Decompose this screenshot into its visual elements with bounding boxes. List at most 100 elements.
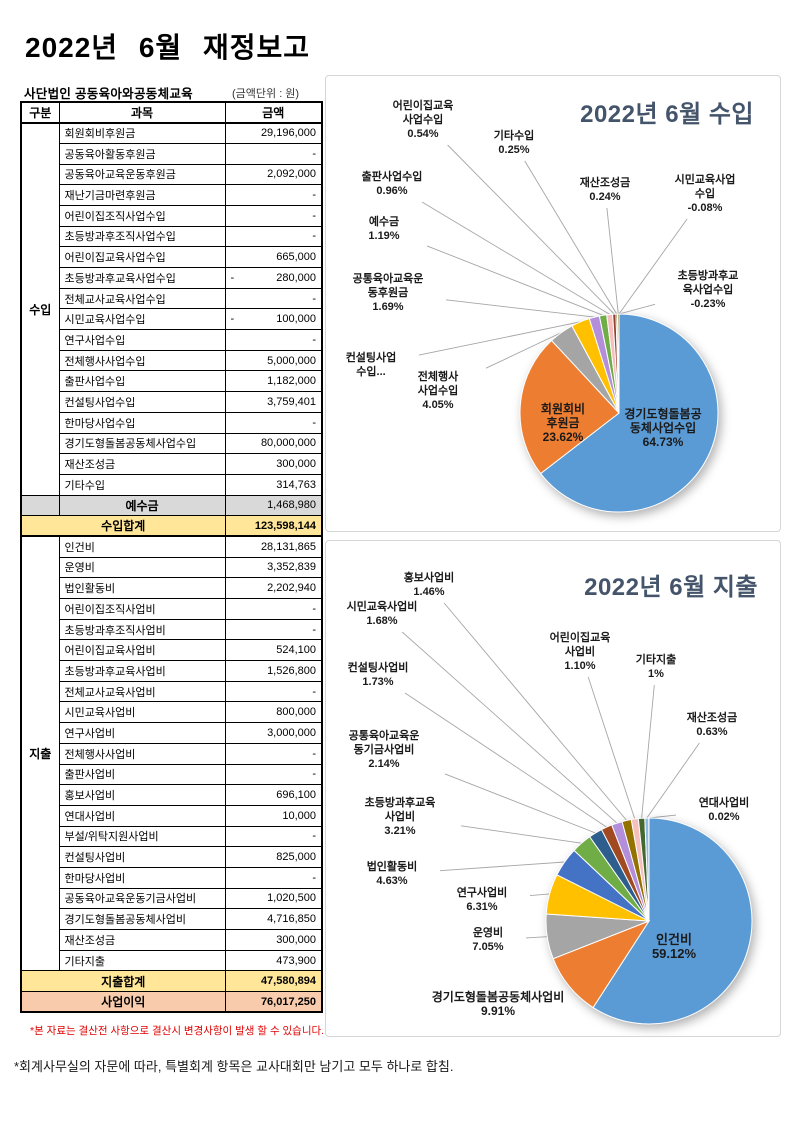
- table-row: 출판사업비 -: [21, 763, 323, 786]
- amount-cell: 1,468,980: [224, 494, 323, 517]
- subject-cell: 컨설팅사업수입: [58, 391, 226, 413]
- amount-cell: 524,100: [224, 639, 323, 662]
- amount-cell: - 280,000: [224, 267, 323, 289]
- table-row: 컨설팅사업수입 3,759,401: [21, 391, 323, 413]
- subject-cell: 재산조성금: [58, 453, 226, 475]
- negative-sign: -: [230, 313, 235, 326]
- subject-cell: 법인활동비: [58, 577, 226, 599]
- col-header-amount: 금액: [224, 101, 323, 124]
- amount-cell: -: [224, 225, 323, 248]
- amount-cell: 696,100: [224, 784, 323, 806]
- amount-cell: - 100,000: [224, 308, 323, 331]
- amount-cell: 1,526,800: [224, 660, 323, 682]
- table-row: 연구사업비 3,000,000: [21, 722, 323, 744]
- table-row: 수입합계 123,598,144: [20, 515, 323, 537]
- pie-label-0-0: 경기도형돌봄공 동체사업수입 64.73%: [624, 407, 702, 449]
- leader-line-1-12: [646, 742, 700, 819]
- amount-cell: -: [224, 742, 323, 765]
- leader-line-0-7: [447, 144, 615, 315]
- pie-label-1-4: 법인활동비 4.63%: [366, 861, 418, 887]
- subject-cell: 부설/위탁지원사업비: [58, 825, 226, 848]
- leader-line-0-5: [426, 245, 604, 316]
- amount-cell: 5,000,000: [224, 349, 323, 372]
- amount-value: 280,000: [276, 271, 316, 284]
- table-row: 전체행사사업비 -: [21, 742, 323, 765]
- col-header-subject: 과목: [58, 101, 226, 124]
- table-row: 공동육아활동후원금 -: [21, 142, 323, 165]
- subject-cell: 홍보사업비: [58, 784, 226, 806]
- row-label-cell: 지출합계: [20, 970, 226, 993]
- subject-cell: 초등방과후조직사업비: [58, 618, 226, 641]
- leader-lines: [401, 602, 700, 987]
- col-header-category: 구분: [20, 101, 60, 124]
- pie-label-0-6: 출판사업수입 0.96%: [361, 171, 423, 197]
- leader-line-0-10: [618, 218, 688, 315]
- amount-cell: -: [224, 329, 323, 351]
- table-row: 초등방과후교육사업수입 - 280,000: [21, 267, 323, 289]
- amount-cell: 80,000,000: [224, 432, 323, 455]
- subject-cell: 기타지출: [58, 949, 226, 972]
- table-row: 지출합계 47,580,894: [20, 970, 323, 993]
- table-row: 예수금 1,468,980: [20, 494, 323, 517]
- table-row: 전체행사사업수입 5,000,000: [21, 349, 323, 372]
- amount-cell: 800,000: [224, 701, 323, 724]
- subject-cell: 시민교육사업비: [58, 701, 226, 724]
- leader-line-1-3: [529, 893, 550, 897]
- amount-cell: -: [224, 142, 323, 165]
- income-chart-title: 2022년 6월 수입: [580, 101, 754, 128]
- finance-table: 구분 과목 금액 수입 회원회비후원금 29,196,000 공동육아활동후원금 - 공동…: [20, 101, 323, 1014]
- income-pie-svg: [418, 144, 719, 513]
- amount-cell: -: [224, 184, 323, 206]
- subject-cell: 출판사업수입: [58, 370, 226, 393]
- subject-cell: 초등방과후교육사업비: [58, 660, 226, 682]
- table-row: 한마당사업수입 -: [21, 411, 323, 434]
- subject-cell: 공동육아교육운동기금사업비: [58, 887, 226, 910]
- amount-cell: 10,000: [224, 804, 323, 827]
- table-row: 부설/위탁지원사업비 -: [21, 825, 323, 848]
- table-row: 시민교육사업수입 - 100,000: [21, 308, 323, 331]
- subject-cell: 공동육아교육운동후원금: [58, 163, 226, 186]
- table-row: 운영비 3,352,839: [21, 556, 323, 579]
- subject-cell: 초등방과후교육사업수입: [58, 267, 226, 289]
- table-row: 기타지출 473,900: [21, 949, 323, 972]
- subject-cell: 연구사업비: [58, 722, 226, 744]
- pie-label-0-11: 초등방과후교 육사업수입 -0.23%: [677, 270, 739, 310]
- subject-cell: 경기도형돌봄공동체사업수입: [58, 432, 226, 455]
- pie-slice-0-9: [617, 313, 620, 414]
- subject-cell: 경기도형돌봄공동체사업비: [58, 908, 226, 930]
- group-cell: 지출: [20, 535, 60, 972]
- subject-cell: 어린이집조직사업수입: [58, 204, 226, 227]
- leader-line-1-10: [587, 676, 636, 820]
- table-row: 어린이집교육사업비 524,100: [21, 639, 323, 662]
- expense-pie-svg: [401, 602, 753, 1025]
- group-cell: [20, 494, 60, 517]
- pie-label-1-12: 재산조성금 0.63%: [686, 712, 738, 738]
- pie-label-1-6: 공통육아교육운 동기금사업비 2.14%: [348, 730, 420, 770]
- table-row: 지출 인건비 28,131,865: [20, 535, 323, 972]
- subject-cell: 한마당사업수입: [58, 411, 226, 434]
- subject-cell: 공동육아활동후원금: [58, 142, 226, 165]
- pie-label-0-4: 공통육아교육운 동후원금 1.69%: [352, 273, 424, 313]
- pie-label-0-2: 전체행사 사업수입 4.05%: [417, 371, 459, 411]
- table-row: 재산조성금 300,000: [21, 929, 323, 951]
- amount-cell: 825,000: [224, 846, 323, 868]
- leader-line-1-11: [641, 684, 655, 819]
- table-row: 기타수입 314,763: [21, 473, 323, 496]
- pie-label-1-3: 연구사업비 6.31%: [456, 887, 508, 913]
- amount-cell: 47,580,894: [224, 970, 323, 993]
- subject-cell: 전체행사사업비: [58, 742, 226, 765]
- negative-sign: -: [230, 272, 235, 284]
- amount-cell: 665,000: [224, 246, 323, 268]
- group-cell: 수입: [20, 122, 60, 496]
- leader-line-0-2: [485, 332, 562, 369]
- pie: [519, 313, 719, 513]
- subject-cell: 연대사업비: [58, 804, 226, 827]
- table-row: 법인활동비 2,202,940: [21, 577, 323, 599]
- leader-line-1-7: [404, 692, 607, 828]
- table-header-row: 구분 과목 금액: [20, 101, 323, 124]
- table-row: 재난기금마련후원금 -: [21, 184, 323, 206]
- expense-chart: 2022년 6월 지출 인건비 59.12% 경기도형돌봄공동체사업비 9.91% 운영…: [325, 540, 781, 1037]
- leader-line-0-11: [618, 303, 656, 315]
- leader-line-0-8: [524, 160, 618, 315]
- amount-cell: 473,900: [224, 949, 323, 972]
